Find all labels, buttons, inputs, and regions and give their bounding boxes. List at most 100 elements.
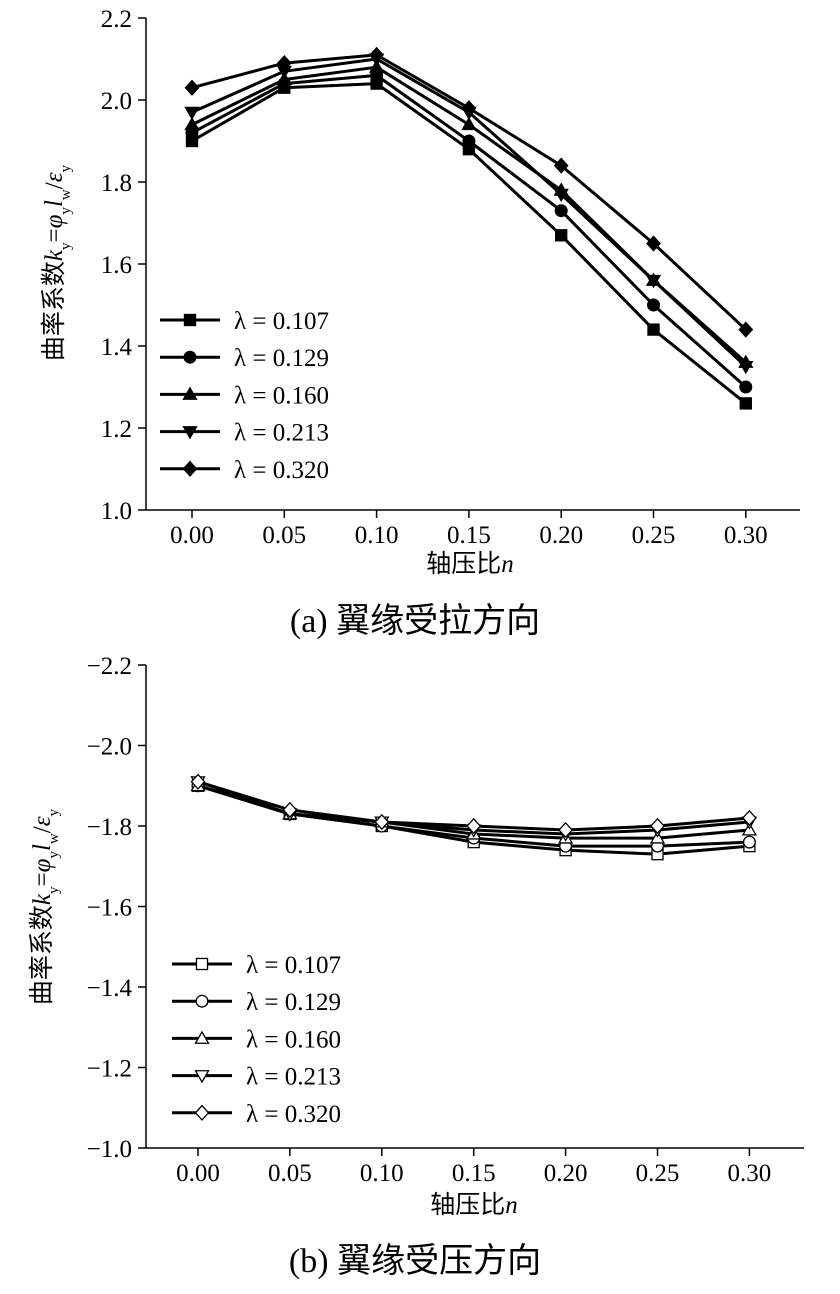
y-tick-label: 1.2 <box>101 416 132 443</box>
legend-marker <box>183 350 197 364</box>
data-point <box>462 134 476 148</box>
legend-item: λ = 0.213 <box>160 420 329 447</box>
data-point <box>369 46 384 64</box>
legend-item: λ = 0.107 <box>172 952 341 979</box>
data-point <box>184 106 200 121</box>
legend-item: λ = 0.320 <box>172 1101 341 1128</box>
x-tick-label: 0.15 <box>452 1160 496 1187</box>
y-tick-label: −2.0 <box>87 734 132 761</box>
data-point <box>190 773 206 790</box>
x-tick-label: 0.20 <box>539 522 583 549</box>
legend-label: λ = 0.213 <box>246 1064 341 1091</box>
legend-marker <box>182 460 198 477</box>
data-point <box>184 116 200 131</box>
x-tick-label: 0.30 <box>728 1160 772 1187</box>
y-tick-label: −1.2 <box>87 1056 132 1083</box>
legend-item: λ = 0.129 <box>160 345 329 372</box>
data-point <box>645 274 662 289</box>
x-tick-label: 0.25 <box>636 1160 680 1187</box>
chart-panel-a: 1.0 1.2 1.4 1.6 1.8 2.0 2.2 0.00 0.05 0.10 0.15 0.2… <box>40 6 800 640</box>
data-point <box>553 188 569 203</box>
x-tick-label: 0.15 <box>447 522 491 549</box>
legend-item: λ = 0.320 <box>160 457 329 484</box>
legend-marker <box>194 1030 210 1044</box>
panel-a-y-axis-title: 曲率系数ky=φylw/εy <box>40 164 74 361</box>
panel-b-legend: λ = 0.107 λ = 0.129 λ = 0.160 λ = 0.213 λ = … <box>172 952 341 1128</box>
panel-a-caption: (a) 翼缘受拉方向 <box>290 602 540 640</box>
panel-b-caption: (b) 翼缘受压方向 <box>289 1242 541 1280</box>
x-tick-label: 0.25 <box>632 522 676 549</box>
data-point <box>646 235 661 252</box>
x-tick-label: 0.10 <box>355 522 399 549</box>
legend-label: λ = 0.320 <box>234 457 329 484</box>
data-point <box>184 79 200 96</box>
legend-item: λ = 0.160 <box>172 1026 341 1053</box>
data-point <box>466 817 482 835</box>
y-tick-label: −1.4 <box>87 975 133 1002</box>
data-point <box>742 835 756 849</box>
y-tick-label: −1.6 <box>87 895 132 922</box>
data-point <box>558 821 573 839</box>
panel-a-x-axis-title: 轴压比n <box>426 550 514 578</box>
y-tick-label: 1.8 <box>101 170 132 197</box>
legend-item: λ = 0.160 <box>160 382 329 409</box>
legend-item: λ = 0.213 <box>172 1064 341 1091</box>
legend-marker <box>195 994 209 1008</box>
data-point <box>738 360 754 375</box>
panel-a-legend: λ = 0.107 λ = 0.129 λ = 0.160 λ = 0.213 λ = … <box>160 308 329 484</box>
data-point <box>276 54 292 72</box>
panel-a-series <box>184 46 754 410</box>
data-point <box>282 801 298 819</box>
y-tick-label: 2.0 <box>101 88 132 115</box>
legend-label: λ = 0.213 <box>234 420 329 447</box>
legend-label: λ = 0.129 <box>234 345 329 372</box>
panel-b-axes: −1.0 −1.2 −1.4 −1.6 −1.8 −2.0 −2.2 0.00 0.05 0.10… <box>87 653 804 1187</box>
y-tick-label: 1.4 <box>101 334 133 361</box>
series-5 <box>190 773 757 839</box>
y-tick-label: 2.2 <box>101 6 132 33</box>
panel-b-y-axis-title: 曲率系数ky=φylw/εy <box>28 808 62 1005</box>
y-tick-label: −1.0 <box>87 1136 132 1163</box>
legend-label: λ = 0.107 <box>234 308 329 335</box>
data-point <box>647 298 661 312</box>
legend-marker <box>194 1070 210 1084</box>
data-point <box>554 204 568 218</box>
data-point <box>650 817 665 835</box>
y-tick-label: 1.0 <box>101 498 132 525</box>
legend-marker <box>182 386 198 400</box>
x-tick-label: 0.00 <box>176 1160 220 1187</box>
data-point <box>738 321 754 338</box>
data-point <box>742 809 757 827</box>
x-tick-label: 0.05 <box>262 522 306 549</box>
data-point <box>739 397 752 410</box>
series-2 <box>191 779 756 853</box>
x-tick-label: 0.10 <box>360 1160 404 1187</box>
legend-marker <box>182 426 198 440</box>
data-point <box>739 380 753 394</box>
data-point <box>461 100 477 117</box>
data-point <box>374 813 390 831</box>
legend-label: λ = 0.160 <box>234 382 329 409</box>
y-tick-label: −1.8 <box>87 814 132 841</box>
legend-item: λ = 0.129 <box>172 989 341 1016</box>
panel-b-x-axis-title: 轴压比n <box>430 1191 518 1219</box>
legend-marker <box>194 1104 210 1121</box>
data-point <box>461 116 477 131</box>
legend-label: λ = 0.107 <box>246 952 341 979</box>
data-point <box>647 323 660 336</box>
y-tick-label: −2.2 <box>87 653 132 680</box>
legend-marker <box>195 957 209 971</box>
series-5 <box>184 46 754 338</box>
data-point <box>553 157 569 174</box>
legend-label: λ = 0.160 <box>246 1026 341 1053</box>
x-tick-label: 0.00 <box>170 522 214 549</box>
legend-label: λ = 0.129 <box>246 989 341 1016</box>
legend-item: λ = 0.107 <box>160 308 329 335</box>
x-tick-label: 0.20 <box>544 1160 588 1187</box>
y-tick-label: 1.6 <box>101 252 132 279</box>
panel-b-series <box>190 773 758 861</box>
legend-marker <box>183 313 197 327</box>
chart-panel-b: −1.0 −1.2 −1.4 −1.6 −1.8 −2.0 −2.2 0.00 0.05 0.10… <box>28 653 804 1280</box>
legend-label: λ = 0.320 <box>246 1101 341 1128</box>
